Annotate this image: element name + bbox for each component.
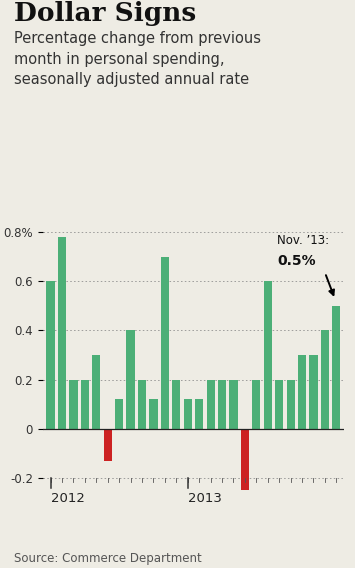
- Bar: [92, 355, 100, 429]
- Bar: [69, 379, 78, 429]
- Bar: [252, 379, 261, 429]
- Bar: [81, 379, 89, 429]
- Bar: [47, 281, 55, 429]
- Bar: [286, 379, 295, 429]
- Text: Dollar Signs: Dollar Signs: [14, 1, 196, 26]
- Bar: [332, 306, 340, 429]
- Text: 2013: 2013: [188, 491, 222, 504]
- Bar: [229, 379, 237, 429]
- Bar: [126, 331, 135, 429]
- Text: Nov. ’13:: Nov. ’13:: [277, 233, 329, 247]
- Bar: [149, 399, 158, 429]
- Text: 2012: 2012: [51, 491, 85, 504]
- Bar: [218, 379, 226, 429]
- Bar: [104, 429, 112, 461]
- Bar: [298, 355, 306, 429]
- Bar: [241, 429, 249, 490]
- Text: Source: Commerce Department: Source: Commerce Department: [14, 552, 202, 565]
- Bar: [195, 399, 203, 429]
- Text: 0.5%: 0.5%: [277, 254, 316, 268]
- Bar: [115, 399, 123, 429]
- Bar: [138, 379, 146, 429]
- Bar: [58, 237, 66, 429]
- Bar: [207, 379, 215, 429]
- Bar: [309, 355, 318, 429]
- Bar: [264, 281, 272, 429]
- Text: Percentage change from previous
month in personal spending,
seasonally adjusted : Percentage change from previous month in…: [14, 31, 261, 87]
- Bar: [184, 399, 192, 429]
- Bar: [161, 257, 169, 429]
- Bar: [275, 379, 283, 429]
- Bar: [172, 379, 180, 429]
- Bar: [321, 331, 329, 429]
